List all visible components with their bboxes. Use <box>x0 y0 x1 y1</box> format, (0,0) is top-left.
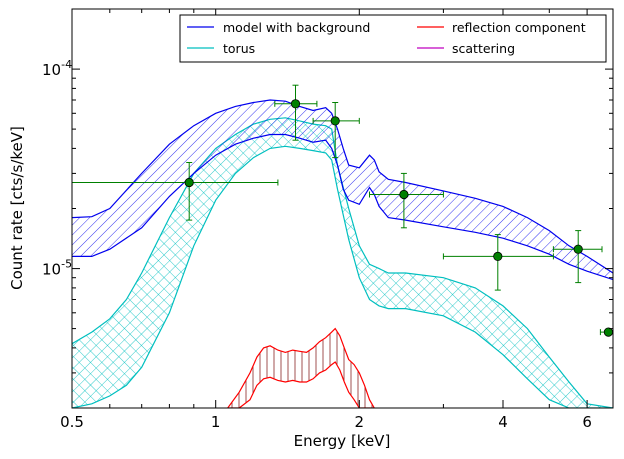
y-tick-label: 10-4 <box>42 58 72 79</box>
y-tick-label: 10-5 <box>42 258 72 279</box>
data-point-4 <box>442 234 554 291</box>
x-axis-title: Energy [keV] <box>294 432 391 450</box>
data-point-marker <box>573 244 583 254</box>
x-tick-label: 2 <box>355 413 365 431</box>
data-point-marker <box>290 99 301 109</box>
torus-band-lower <box>72 145 613 408</box>
legend-box <box>179 14 607 63</box>
reflection-band-upper <box>227 327 375 408</box>
data-point-6 <box>599 327 613 337</box>
data-point-5 <box>552 230 603 284</box>
y-tick-base: 10 <box>42 261 61 279</box>
x-tick-label: 0.5 <box>60 413 84 431</box>
legend-label-torus: torus <box>223 41 255 56</box>
y-axis-title: Count rate [cts/s/keV] <box>8 126 26 290</box>
data-point-marker <box>399 189 409 200</box>
bands-layer <box>72 99 613 408</box>
data-points-layer <box>72 84 613 337</box>
y-tick-exponent: -5 <box>61 258 72 271</box>
data-point-marker <box>603 327 613 337</box>
data-point-3 <box>369 172 444 229</box>
reflection-band-area <box>227 328 375 408</box>
y-tick-exponent: -4 <box>61 58 72 71</box>
y-tick-base: 10 <box>42 61 61 79</box>
legend-label-reflection: reflection component <box>452 20 586 35</box>
x-tick-label: 1 <box>211 413 221 431</box>
reflection-band-lower <box>227 361 375 408</box>
x-tick-label: 6 <box>582 413 592 431</box>
legend-label-model: model with background <box>223 20 370 35</box>
legend: model with background reflection compone… <box>179 14 607 63</box>
data-point-0 <box>72 162 279 221</box>
ticks-layer: 0.5 1 2 4 610-510-4 <box>42 8 613 431</box>
model-with-background-band-area <box>72 100 613 280</box>
model-with-background-band-upper <box>72 99 613 274</box>
reflection-layer <box>227 327 375 408</box>
data-point-marker <box>184 177 194 188</box>
data-point-2 <box>312 102 360 159</box>
data-point-1 <box>274 84 318 141</box>
data-point-marker <box>493 251 503 261</box>
model-with-background-band-lower <box>72 133 613 281</box>
torus-band-area <box>72 117 613 408</box>
legend-label-scattering: scattering <box>452 41 515 56</box>
x-tick-label: 4 <box>498 413 508 431</box>
data-point-marker <box>330 116 340 126</box>
